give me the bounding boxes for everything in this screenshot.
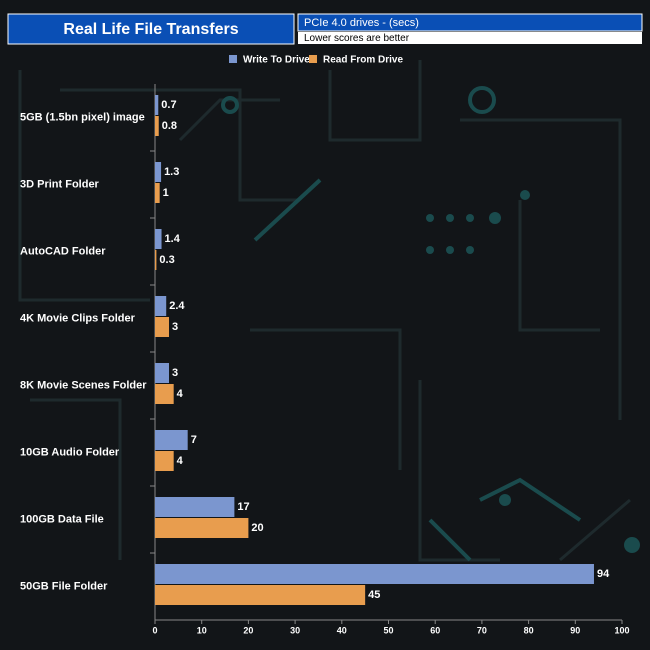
value-label: 4 <box>177 388 184 400</box>
title-box <box>7 13 295 45</box>
legend-swatch <box>229 55 237 63</box>
x-tick-label: 0 <box>152 625 157 635</box>
bar <box>155 451 174 471</box>
bar <box>155 250 157 270</box>
x-tick-label: 10 <box>197 625 207 635</box>
circuit-decoration <box>18 60 640 562</box>
x-tick-label: 20 <box>243 625 253 635</box>
x-tick-label: 30 <box>290 625 300 635</box>
legend-label: Read From Drive <box>323 55 403 66</box>
x-tick-label: 40 <box>337 625 347 635</box>
legend-label: Write To Drive <box>243 55 310 66</box>
chart-title: Real Life File Transfers <box>63 21 238 38</box>
value-label: 0.7 <box>161 99 176 111</box>
bar <box>155 384 174 404</box>
value-label: 20 <box>251 522 263 534</box>
value-label: 94 <box>597 568 610 580</box>
value-label: 0.3 <box>159 254 174 266</box>
note-box <box>298 32 642 44</box>
x-tick-label: 70 <box>477 625 487 635</box>
value-label: 3 <box>172 321 178 333</box>
legend-swatch <box>309 55 317 63</box>
bar <box>155 229 162 249</box>
note: Lower scores are better <box>304 33 410 44</box>
category-label: 50GB File Folder <box>20 580 108 592</box>
x-tick-label: 100 <box>614 625 629 635</box>
bar <box>155 430 188 450</box>
value-label: 1 <box>163 187 169 199</box>
bar <box>155 497 235 517</box>
value-label: 4 <box>177 455 184 467</box>
x-tick-label: 80 <box>524 625 534 635</box>
bar <box>155 296 167 316</box>
bar <box>155 162 162 182</box>
x-tick-label: 90 <box>570 625 580 635</box>
bar <box>155 95 159 115</box>
bar <box>155 564 594 584</box>
bar <box>155 585 366 605</box>
value-label: 1.4 <box>165 233 181 245</box>
category-label: AutoCAD Folder <box>20 245 106 257</box>
value-label: 0.8 <box>162 120 177 132</box>
category-label: 8K Movie Scenes Folder <box>20 379 147 391</box>
category-label: 10GB Audio Folder <box>20 446 120 458</box>
value-label: 3 <box>172 367 178 379</box>
category-label: 3D Print Folder <box>20 178 100 190</box>
x-tick-label: 50 <box>383 625 393 635</box>
value-label: 1.3 <box>164 166 179 178</box>
value-label: 7 <box>191 434 197 446</box>
value-label: 2.4 <box>169 300 185 312</box>
category-label: 4K Movie Clips Folder <box>20 312 136 324</box>
category-label: 100GB Data File <box>20 513 104 525</box>
bar <box>155 317 170 337</box>
value-label: 45 <box>368 589 380 601</box>
bar <box>155 116 159 136</box>
category-label: 5GB (1.5bn pixel) image <box>20 111 145 123</box>
bar <box>155 183 160 203</box>
value-label: 17 <box>237 501 249 513</box>
subtitle: PCIe 4.0 drives - (secs) <box>304 17 419 29</box>
subtitle-box <box>297 13 643 32</box>
bar <box>155 363 170 383</box>
bar <box>155 518 249 538</box>
x-tick-label: 60 <box>430 625 440 635</box>
